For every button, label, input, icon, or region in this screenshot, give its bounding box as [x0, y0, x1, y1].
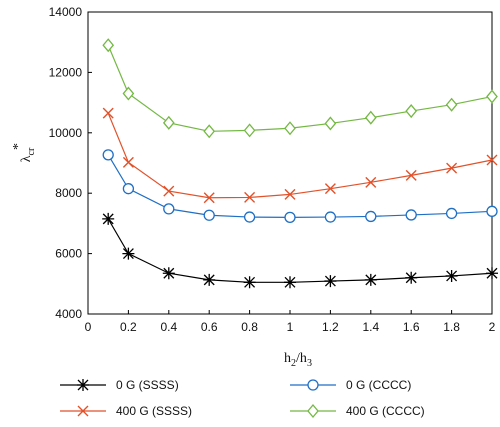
data-point — [243, 211, 256, 223]
data-point — [284, 211, 296, 224]
legend-item: 0 G (SSSS) — [60, 378, 179, 392]
data-point — [244, 191, 256, 203]
data-point — [284, 121, 296, 136]
legend-item: 400 G (SSSS) — [60, 404, 192, 418]
data-point — [445, 97, 458, 112]
data-point — [284, 188, 296, 200]
series-400-g-cccc — [102, 38, 498, 139]
legend-label: 0 G (SSSS) — [116, 378, 179, 392]
data-point — [405, 271, 418, 284]
series-layer — [102, 38, 498, 289]
data-point — [102, 212, 115, 225]
data-point — [364, 110, 377, 125]
x-tick-label: 0.6 — [201, 320, 218, 334]
legend-item: 400 G (CCCC) — [290, 403, 425, 419]
data-point — [405, 209, 417, 221]
x-tick-label: 1.4 — [362, 320, 379, 334]
y-tick-label: 6000 — [55, 247, 82, 261]
data-point — [486, 89, 498, 104]
x-axis-title-main: h — [284, 351, 291, 366]
data-point — [324, 116, 337, 131]
plot-frame — [87, 11, 493, 315]
legend-marker — [77, 379, 89, 391]
x-tick-label: 0 — [85, 320, 92, 334]
x-axis-title-sub2: 3 — [307, 358, 312, 369]
y-tick-label: 4000 — [55, 307, 82, 321]
data-point — [486, 154, 498, 166]
x-tick-label: 2 — [489, 320, 496, 334]
y-axis-title-main: λ — [19, 155, 34, 162]
data-point — [486, 267, 498, 280]
data-point — [163, 203, 175, 215]
data-point — [203, 273, 216, 286]
data-point — [284, 276, 296, 289]
data-point — [203, 209, 215, 221]
legend-label: 400 G (SSSS) — [116, 404, 192, 418]
data-point — [324, 275, 337, 288]
data-point — [122, 247, 135, 260]
data-point — [405, 169, 417, 181]
data-point — [162, 115, 175, 130]
x-axis-title: h2/h3 — [284, 351, 312, 369]
y-tick-label: 12000 — [49, 65, 83, 79]
data-point — [122, 156, 134, 168]
y-axis-title: λcr — [19, 147, 37, 162]
data-point — [243, 276, 256, 289]
x-tick-label: 0.8 — [241, 320, 258, 334]
legend-marker — [307, 379, 319, 391]
data-point — [324, 211, 337, 223]
data-point — [365, 210, 377, 223]
y-tick-label: 14000 — [49, 5, 83, 19]
data-point — [243, 123, 256, 138]
x-tick-label: 1.2 — [322, 320, 339, 334]
series-400-g-ssss — [102, 107, 498, 204]
x-tick-label: 0.4 — [160, 320, 177, 334]
x-tick-label: 1.6 — [403, 320, 420, 334]
data-point — [162, 267, 175, 280]
x-tick-label: 1 — [287, 320, 294, 334]
series-0-g-ssss — [102, 212, 498, 289]
data-point — [486, 205, 498, 217]
data-point — [203, 192, 215, 204]
data-point — [324, 183, 336, 195]
legend-marker — [77, 405, 89, 417]
y-tick-label: 10000 — [49, 126, 83, 140]
plot-area — [87, 11, 493, 315]
series-0-g-cccc — [102, 149, 498, 224]
x-tick-label: 1.8 — [443, 320, 460, 334]
legend-label: 0 G (CCCC) — [346, 378, 411, 392]
data-point — [405, 104, 418, 119]
legend: 0 G (SSSS) 400 G (SSSS) 0 G (CCCC) 400 G (C… — [60, 378, 425, 419]
data-point — [102, 149, 114, 161]
axis-ticks: 0 0.2 0.4 0.6 0.8 1 1.2 1.4 1.6 1.8 2 4000 6000 8000 1… — [49, 5, 496, 334]
data-point — [446, 162, 458, 174]
legend-marker — [307, 403, 319, 419]
data-point — [122, 86, 135, 101]
y-axis-title-sup: * — [11, 143, 26, 150]
series-line — [107, 44, 493, 132]
data-point — [445, 207, 458, 220]
data-point — [365, 176, 377, 188]
data-point — [364, 273, 377, 286]
data-point — [122, 183, 135, 195]
data-point — [203, 124, 216, 139]
data-point — [445, 269, 458, 282]
data-point — [163, 185, 175, 197]
x-axis-title-sep: /h — [296, 351, 307, 366]
data-point — [102, 107, 114, 119]
legend-item: 0 G (CCCC) — [290, 378, 411, 392]
data-point — [102, 38, 115, 53]
x-tick-label: 0.2 — [120, 320, 137, 334]
x-axis-title-sub1: 2 — [291, 358, 296, 369]
y-tick-label: 8000 — [55, 186, 82, 200]
legend-label: 400 G (CCCC) — [346, 404, 425, 418]
y-axis-title-sub: cr — [26, 147, 37, 155]
